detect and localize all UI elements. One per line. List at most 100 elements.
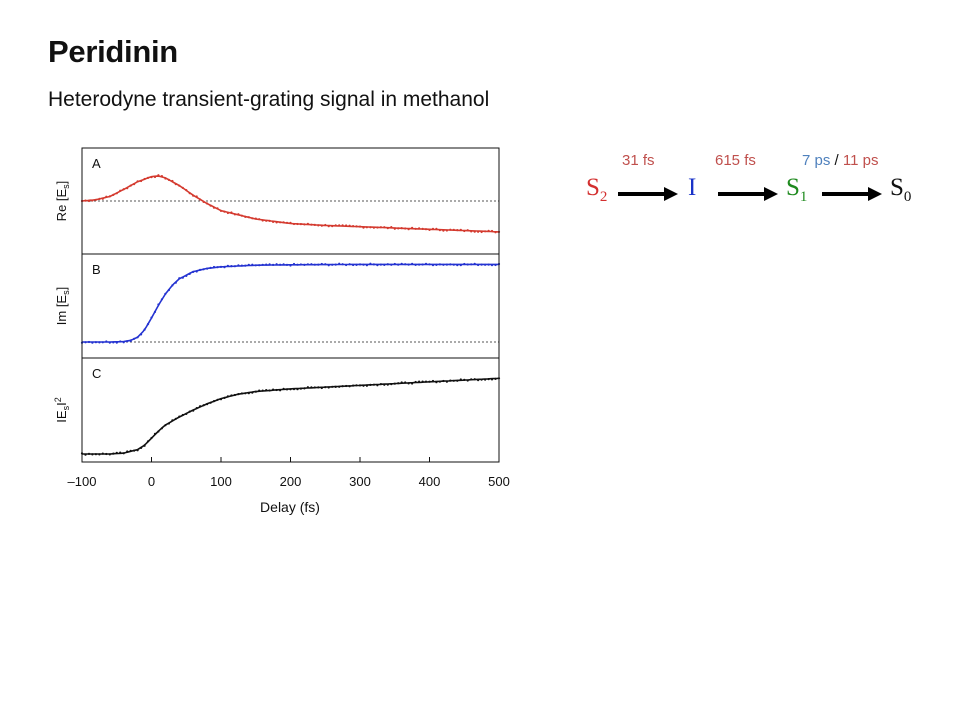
data-point — [487, 378, 490, 381]
data-point — [477, 379, 480, 382]
data-point — [449, 379, 452, 382]
data-point — [306, 222, 309, 225]
data-point — [140, 179, 143, 183]
data-point — [449, 228, 452, 231]
data-point — [279, 389, 282, 392]
data-point — [310, 263, 313, 266]
data-point — [285, 388, 289, 391]
data-point — [393, 262, 396, 266]
x-tick-label: 300 — [349, 474, 371, 489]
data-point — [94, 341, 97, 344]
data-point — [397, 227, 400, 230]
data-point — [310, 223, 313, 226]
data-point — [247, 263, 250, 266]
data-point — [126, 450, 129, 453]
data-point — [303, 223, 306, 226]
data-point — [376, 384, 379, 387]
data-point — [112, 193, 115, 196]
data-point — [310, 386, 313, 389]
data-point — [317, 386, 320, 389]
data-point — [146, 440, 150, 443]
data-point — [181, 413, 184, 417]
data-point — [108, 341, 111, 344]
data-point — [393, 382, 396, 385]
data-point — [428, 228, 431, 231]
data-point — [299, 387, 302, 390]
data-point — [164, 177, 167, 180]
data-point — [390, 263, 393, 266]
data-point — [265, 389, 268, 392]
data-point — [206, 403, 209, 406]
data-point — [226, 211, 229, 215]
data-point — [122, 341, 125, 344]
data-point — [282, 387, 285, 390]
data-point — [442, 379, 445, 383]
data-point — [195, 407, 198, 410]
data-point — [261, 389, 264, 392]
data-point — [438, 380, 441, 383]
data-point — [338, 224, 341, 227]
data-point — [352, 225, 355, 228]
data-point — [341, 224, 344, 227]
data-point — [442, 229, 445, 232]
data-point — [272, 220, 275, 223]
data-point — [129, 339, 132, 343]
data-point — [369, 262, 372, 265]
data-point — [188, 410, 191, 413]
y-axis-label: Re [Es] — [54, 181, 71, 222]
data-point — [244, 392, 247, 395]
data-point — [157, 303, 160, 306]
data-point — [223, 210, 226, 213]
data-point — [188, 272, 191, 275]
data-point — [438, 229, 441, 232]
data-point — [411, 262, 414, 265]
data-point — [126, 187, 129, 190]
data-point — [296, 222, 299, 226]
time-separator: / — [830, 152, 843, 169]
data-point — [212, 206, 216, 209]
data-point — [480, 378, 483, 381]
data-point — [338, 262, 341, 265]
arrow-right-icon — [618, 187, 678, 201]
data-point — [285, 263, 289, 266]
data-point — [289, 264, 292, 267]
data-point — [94, 198, 97, 201]
data-point — [296, 263, 299, 266]
data-point — [456, 229, 459, 232]
data-point — [119, 340, 122, 343]
data-point — [240, 264, 243, 267]
data-point — [411, 382, 414, 385]
data-point — [431, 227, 435, 230]
panel-label: C — [92, 366, 101, 381]
data-point — [327, 225, 330, 228]
data-point — [105, 452, 108, 456]
x-tick-label: –100 — [68, 474, 97, 489]
data-point — [466, 379, 469, 382]
data-point — [296, 388, 299, 391]
data-point — [470, 378, 473, 381]
data-point — [272, 388, 275, 391]
data-point — [84, 341, 87, 344]
data-point — [331, 385, 334, 388]
data-point — [98, 341, 101, 344]
data-point — [91, 199, 94, 202]
data-point — [143, 328, 146, 331]
data-point — [473, 230, 476, 233]
data-point — [362, 263, 365, 266]
data-point — [313, 386, 316, 389]
data-point — [153, 432, 157, 435]
data-point — [101, 452, 104, 455]
data-point — [379, 383, 382, 386]
data-point — [143, 177, 146, 181]
data-point — [421, 263, 424, 266]
data-point — [438, 263, 441, 266]
data-point — [358, 263, 362, 266]
data-point — [185, 274, 188, 277]
data-point — [331, 263, 334, 266]
data-point — [282, 221, 285, 224]
y-axis-label: IEsI2 — [53, 397, 71, 422]
data-point — [101, 197, 104, 200]
data-point — [404, 381, 407, 384]
data-point — [466, 229, 469, 232]
data-point — [129, 184, 132, 187]
